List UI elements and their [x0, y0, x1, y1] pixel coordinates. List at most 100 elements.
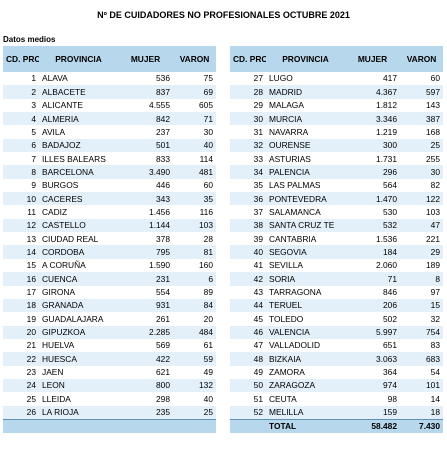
province-code: 39: [230, 232, 266, 246]
province-name: ILLES BALEARS: [39, 152, 118, 166]
varon-value: 40: [173, 138, 216, 153]
mujer-value: 846: [345, 285, 400, 299]
table-row: 43 TARRAGONA 846 97: [230, 285, 443, 299]
mujer-value: 569: [118, 338, 173, 353]
varon-value: 49: [173, 365, 216, 379]
varon-value: 35: [173, 192, 216, 206]
mujer-value: 795: [118, 245, 173, 259]
varon-value: 160: [173, 258, 216, 273]
province-name: ASTURIAS: [266, 152, 345, 166]
province-name: GRANADA: [39, 298, 118, 313]
header-mujer: MUJER: [345, 46, 400, 72]
varon-value: 69: [173, 85, 216, 99]
left-footer-row: [3, 418, 216, 433]
mujer-value: 422: [118, 352, 173, 366]
varon-value: 20: [173, 312, 216, 326]
province-name: HUESCA: [39, 352, 118, 366]
province-name: SEVILLA: [266, 258, 345, 273]
mujer-value: 833: [118, 152, 173, 166]
mujer-value: 2.060: [345, 258, 400, 273]
province-name: BURGOS: [39, 178, 118, 193]
province-code: 38: [230, 218, 266, 233]
province-code: 14: [3, 245, 39, 259]
province-code: 49: [230, 365, 266, 379]
province-code: 15: [3, 258, 39, 273]
table-row: 11 CADIZ 1.456 116: [3, 205, 216, 219]
mujer-value: 446: [118, 178, 173, 193]
header-mujer: MUJER: [118, 46, 173, 72]
province-code: 4: [3, 112, 39, 126]
province-code: 42: [230, 272, 266, 286]
province-name: SEGOVIA: [266, 245, 345, 259]
mujer-value: 1.590: [118, 258, 173, 273]
mujer-value: 1.470: [345, 192, 400, 206]
table-row: 47 VALLADOLID 651 83: [230, 338, 443, 353]
province-name: LLEIDA: [39, 392, 118, 406]
province-name: SANTA CRUZ TE: [266, 218, 345, 233]
table-row: 6 BADAJOZ 501 40: [3, 138, 216, 153]
varon-value: 103: [400, 205, 443, 219]
report-title: Nº DE CUIDADORES NO PROFESIONALES OCTUBR…: [97, 10, 350, 20]
mujer-value: 3.490: [118, 165, 173, 179]
province-name: VALLADOLID: [266, 338, 345, 353]
varon-value: 29: [400, 245, 443, 259]
table-row: 10 CACERES 343 35: [3, 192, 216, 206]
mujer-value: 530: [345, 205, 400, 219]
province-name: AVILA: [39, 125, 118, 139]
province-code: 27: [230, 72, 266, 86]
province-name: ALMERIA: [39, 112, 118, 126]
varon-value: 101: [400, 378, 443, 393]
province-code: 40: [230, 245, 266, 259]
province-code: 7: [3, 152, 39, 166]
province-code: 47: [230, 338, 266, 353]
mujer-value: 532: [345, 218, 400, 233]
mujer-value: 206: [345, 298, 400, 313]
province-code: 1: [3, 72, 39, 86]
right-header-row: CD. PROV PROVINCIA MUJER VARON: [230, 46, 443, 72]
province-name: ALBACETE: [39, 85, 118, 99]
province-name: LUGO: [266, 72, 345, 86]
varon-value: 103: [173, 218, 216, 233]
mujer-value: 364: [345, 365, 400, 379]
table-row: 39 CANTABRIA 1.536 221: [230, 232, 443, 246]
province-code: 8: [3, 165, 39, 179]
province-code: 32: [230, 138, 266, 153]
province-code: 35: [230, 178, 266, 193]
mujer-value: 800: [118, 378, 173, 393]
mujer-value: 501: [118, 138, 173, 153]
mujer-value: 235: [118, 405, 173, 420]
table-row: 5 AVILA 237 30: [3, 125, 216, 139]
mujer-value: 296: [345, 165, 400, 179]
varon-value: 89: [173, 285, 216, 299]
province-name: HUELVA: [39, 338, 118, 353]
header-varon: VARON: [400, 46, 443, 72]
mujer-value: 651: [345, 338, 400, 353]
varon-value: 122: [400, 192, 443, 206]
varon-value: 754: [400, 325, 443, 339]
table-row: 24 LEON 800 132: [3, 378, 216, 393]
varon-value: 25: [173, 405, 216, 420]
report-subtitle: Datos medios: [3, 35, 56, 44]
table-row: 16 CUENCA 231 6: [3, 272, 216, 286]
province-code: 21: [3, 338, 39, 353]
province-name: GIRONA: [39, 285, 118, 299]
header-provincia: PROVINCIA: [39, 46, 118, 72]
province-code: 5: [3, 125, 39, 139]
province-name: CEUTA: [266, 392, 345, 406]
table-row: 23 JAEN 621 49: [3, 365, 216, 379]
varon-value: 30: [173, 125, 216, 139]
mujer-value: 298: [118, 392, 173, 406]
table-row: 8 BARCELONA 3.490 481: [3, 165, 216, 179]
mujer-value: 1.812: [345, 98, 400, 113]
table-row: 26 LA RIOJA 235 25: [3, 405, 216, 420]
province-code: 20: [3, 325, 39, 339]
province-name: BADAJOZ: [39, 138, 118, 153]
mujer-value: 184: [345, 245, 400, 259]
province-code: 13: [3, 232, 39, 246]
province-name: CASTELLO: [39, 218, 118, 233]
mujer-value: 931: [118, 298, 173, 313]
right-table: CD. PROV PROVINCIA MUJER VARON 27LUGO417…: [230, 46, 443, 433]
header-cod: CD. PROV: [230, 46, 266, 72]
province-name: PALENCIA: [266, 165, 345, 179]
totals-varon: 7.430: [400, 418, 443, 433]
